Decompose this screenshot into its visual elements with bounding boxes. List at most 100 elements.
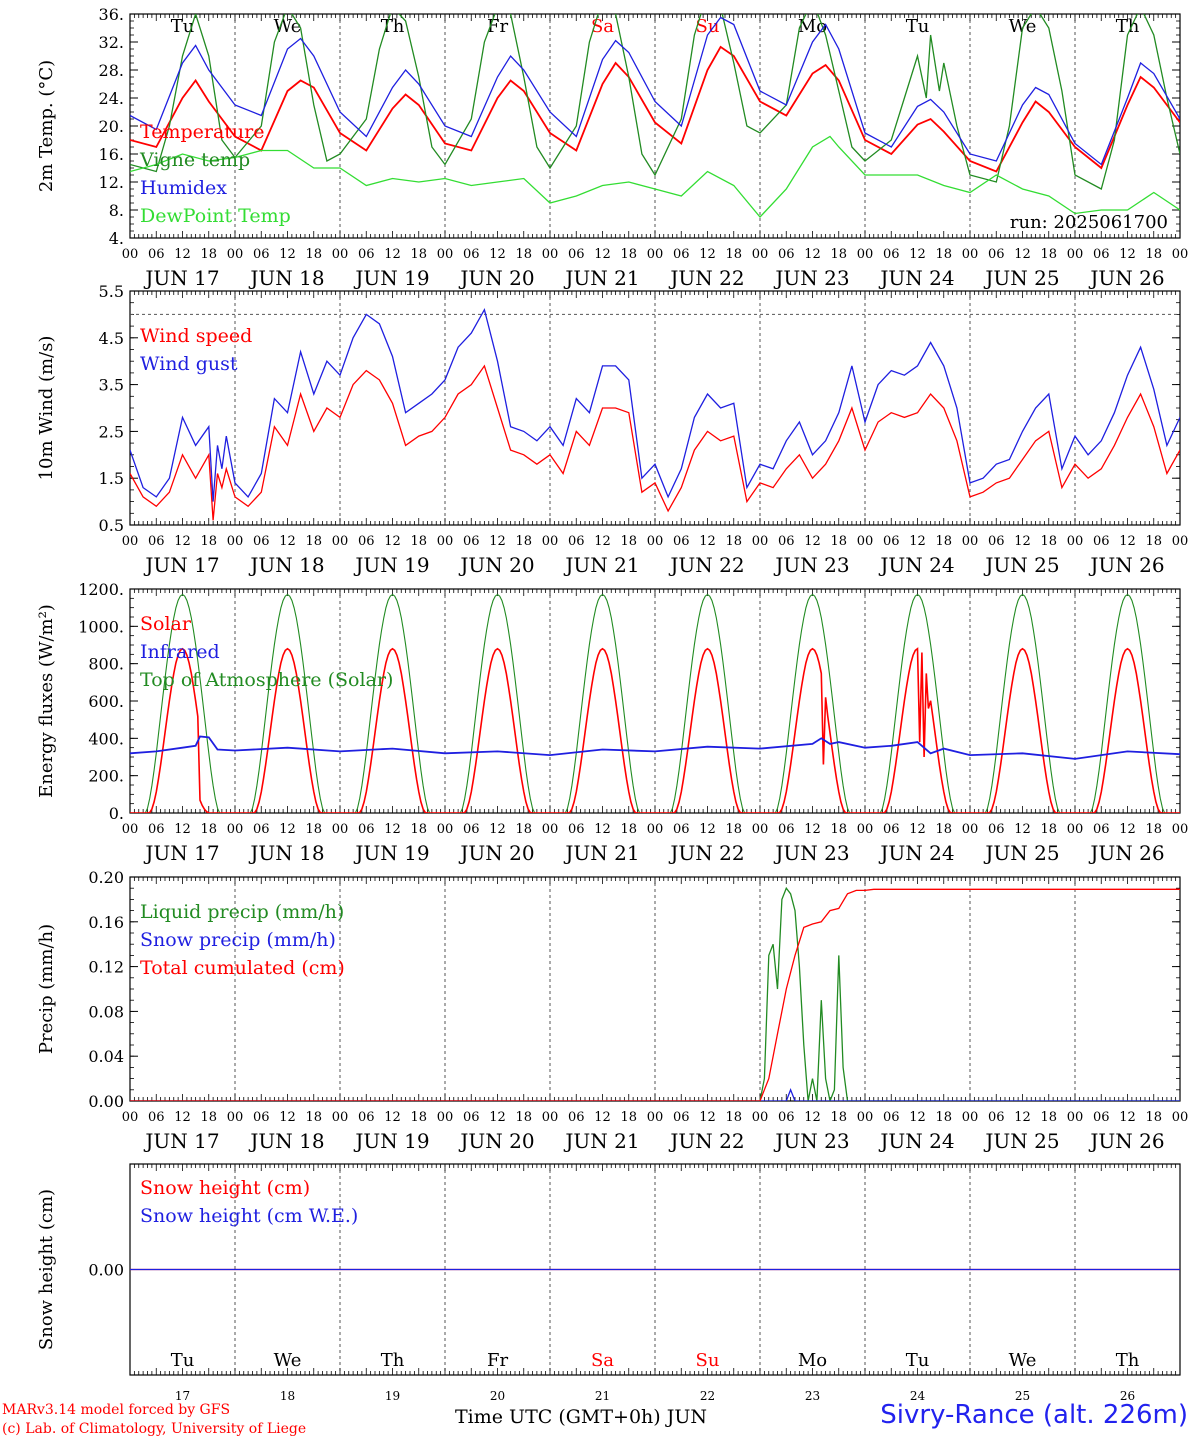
x-hour-label: 06: [1093, 247, 1110, 262]
x-hour-label: 00: [647, 1110, 664, 1125]
x-hour-label: 00: [437, 822, 454, 837]
x-hour-label: 06: [673, 534, 690, 549]
x-day-label: JUN 26: [1088, 1129, 1164, 1153]
x-hour-label: 06: [148, 534, 165, 549]
day-number-label: 17: [175, 1389, 190, 1403]
x-hour-label: 18: [725, 1110, 742, 1125]
day-number-label: 23: [805, 1389, 820, 1403]
y-tick-label: 5.5: [99, 282, 124, 301]
weekday-label: Su: [696, 1350, 720, 1371]
y-tick-label: 200.: [88, 767, 124, 786]
x-hour-label: 06: [253, 534, 270, 549]
x-hour-label: 12: [804, 247, 821, 262]
day-number-label: 21: [595, 1389, 610, 1403]
x-hour-label: 00: [647, 247, 664, 262]
x-day-label: JUN 25: [983, 1129, 1059, 1153]
x-day-label: JUN 24: [878, 1129, 954, 1153]
y-tick-label: 0.: [109, 804, 124, 823]
x-hour-label: 18: [410, 822, 427, 837]
x-hour-label: 12: [1119, 1110, 1136, 1125]
x-hour-label: 00: [752, 822, 769, 837]
x-day-label: JUN 20: [458, 1129, 534, 1153]
x-hour-label: 06: [463, 534, 480, 549]
x-hour-label: 18: [725, 247, 742, 262]
series-line-infrared: [130, 735, 1180, 760]
x-hour-label: 12: [909, 822, 926, 837]
x-hour-label: 12: [1119, 822, 1136, 837]
weekday-label: We: [274, 1350, 302, 1371]
x-hour-label: 18: [935, 1110, 952, 1125]
x-hour-label: 12: [594, 534, 611, 549]
x-hour-label: 06: [988, 822, 1005, 837]
x-day-label: JUN 19: [353, 1129, 429, 1153]
x-day-label: JUN 23: [773, 1129, 849, 1153]
x-hour-label: 18: [620, 534, 637, 549]
x-hour-label: 00: [332, 1110, 349, 1125]
y-tick-label: 0.5: [99, 516, 124, 535]
x-hour-label: 12: [1119, 247, 1136, 262]
x-day-label: JUN 23: [773, 266, 849, 290]
x-hour-label: 18: [935, 534, 952, 549]
x-hour-label: 06: [568, 1110, 585, 1125]
x-day-label: JUN 19: [353, 841, 429, 865]
x-hour-label: 06: [148, 822, 165, 837]
x-hour-label: 00: [332, 822, 349, 837]
plot-frame: [129, 588, 1181, 814]
x-hour-label: 18: [200, 247, 217, 262]
legend-entry: Wind gust: [140, 353, 238, 375]
legend-entry: Liquid precip (mm/h): [140, 901, 344, 923]
station-title: Sivry-Rance (alt. 226m): [880, 1400, 1188, 1430]
series-line-1: [130, 1088, 1180, 1101]
x-hour-label: 06: [778, 534, 795, 549]
day-number-label: 20: [490, 1389, 505, 1403]
legend-entry: DewPoint Temp: [140, 205, 291, 227]
weekday-label: Tu: [906, 1350, 930, 1371]
x-hour-label: 00: [1172, 247, 1189, 262]
x-hour-label: 00: [1067, 534, 1084, 549]
x-hour-label: 06: [673, 822, 690, 837]
x-day-label: JUN 24: [878, 841, 954, 865]
y-tick-label: 400.: [88, 729, 124, 748]
x-hour-label: 06: [883, 247, 900, 262]
x-hour-label: 12: [909, 247, 926, 262]
x-hour-label: 18: [410, 247, 427, 262]
series-line-0: [130, 364, 1180, 521]
x-hour-label: 00: [857, 247, 874, 262]
x-hour-label: 06: [988, 247, 1005, 262]
x-hour-label: 12: [1014, 1110, 1031, 1125]
legend-entry: Snow height (cm): [140, 1177, 310, 1199]
x-hour-label: 18: [1040, 1110, 1057, 1125]
x-day-label: JUN 26: [1088, 553, 1164, 577]
x-hour-label: 18: [200, 534, 217, 549]
x-hour-label: 00: [752, 247, 769, 262]
x-hour-label: 18: [1145, 1110, 1162, 1125]
x-hour-label: 18: [620, 247, 637, 262]
x-hour-label: 06: [253, 822, 270, 837]
y-tick-label: 0.08: [88, 1002, 124, 1021]
x-hour-label: 06: [358, 822, 375, 837]
x-hour-label: 18: [200, 822, 217, 837]
series-line-1: [130, 307, 1180, 502]
x-hour-label: 18: [515, 534, 532, 549]
legend-entry: Humidex: [140, 177, 227, 199]
x-day-label: JUN 17: [143, 1129, 219, 1153]
x-day-label: JUN 17: [143, 841, 219, 865]
y-axis-label: 10m Wind (m/s): [36, 336, 57, 481]
x-hour-label: 00: [437, 1110, 454, 1125]
x-hour-label: 12: [384, 1110, 401, 1125]
y-tick-label: 4.: [109, 229, 124, 248]
y-axis-label: Precip (mm/h): [36, 924, 57, 1054]
x-hour-label: 12: [804, 534, 821, 549]
x-hour-label: 00: [437, 247, 454, 262]
x-hour-label: 18: [410, 1110, 427, 1125]
day-number-label: 19: [385, 1389, 400, 1403]
x-day-label: JUN 20: [458, 841, 534, 865]
x-hour-label: 00: [962, 247, 979, 262]
run-label: run: 2025061700: [1010, 212, 1168, 233]
x-hour-label: 00: [857, 822, 874, 837]
x-hour-label: 12: [174, 822, 191, 837]
x-hour-label: 06: [148, 1110, 165, 1125]
x-hour-label: 12: [279, 247, 296, 262]
x-day-label: JUN 25: [983, 266, 1059, 290]
x-day-label: JUN 24: [878, 553, 954, 577]
